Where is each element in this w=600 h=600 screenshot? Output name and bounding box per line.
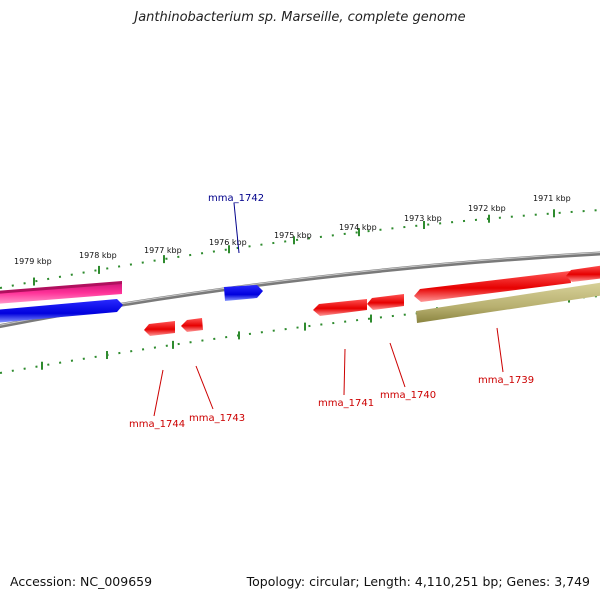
accession-text: Accession: NC_009659 [10,574,153,589]
gene-mma-1741[interactable] [313,299,367,316]
gene-labels: mma_1742 mma_1744 mma_1743 mma_1741 mma_… [129,193,534,430]
pink-feature-edge [0,281,122,294]
scale-label: 1977 kbp [144,246,182,255]
leader-line-mma-1742 [233,202,240,254]
scale-label: 1971 kbp [533,194,571,203]
genome-title: Janthinobacterium sp. Marseille, complet… [134,10,466,25]
leader-line-mma-1743 [195,365,214,410]
label-mma-1744[interactable]: mma_1744 [129,419,185,430]
scale-label: 1978 kbp [79,251,117,260]
label-mma-1739[interactable]: mma_1739 [478,375,534,386]
gene-right-edge[interactable] [566,265,600,282]
scale-label: 1973 kbp [404,214,442,223]
leader-lines [153,202,504,417]
leader-line-mma-1744 [153,369,164,417]
leader-line-mma-1740 [389,342,406,388]
scale-label: 1979 kbp [14,257,52,266]
gene-mma-1739[interactable] [414,271,571,302]
leader-line-mma-1739 [496,327,504,373]
label-mma-1742[interactable]: mma_1742 [208,193,264,204]
gene-mma-1742[interactable] [224,285,263,301]
scale-label: 1974 kbp [339,223,377,232]
pink-feature [0,282,122,304]
scale-label: 1972 kbp [468,204,506,213]
forward-gene-left[interactable] [0,299,123,323]
label-mma-1740[interactable]: mma_1740 [380,390,436,401]
leader-line-mma-1741 [343,348,346,396]
outer-tick-ruler [0,209,600,289]
label-mma-1743[interactable]: mma_1743 [189,413,245,424]
scale-label: 1975 kbp [274,231,312,240]
genome-summary-text: Topology: circular; Length: 4,110,251 bp… [246,574,590,589]
scale-labels: 1979 kbp 1978 kbp 1977 kbp 1976 kbp 1975… [14,194,571,266]
olive-feature [416,282,600,323]
gene-mma-1744[interactable] [144,321,175,336]
gene-mma-1743[interactable] [181,318,203,332]
scale-label: 1976 kbp [209,238,247,247]
label-mma-1741[interactable]: mma_1741 [318,398,374,409]
gene-mma-1740[interactable] [367,294,404,310]
